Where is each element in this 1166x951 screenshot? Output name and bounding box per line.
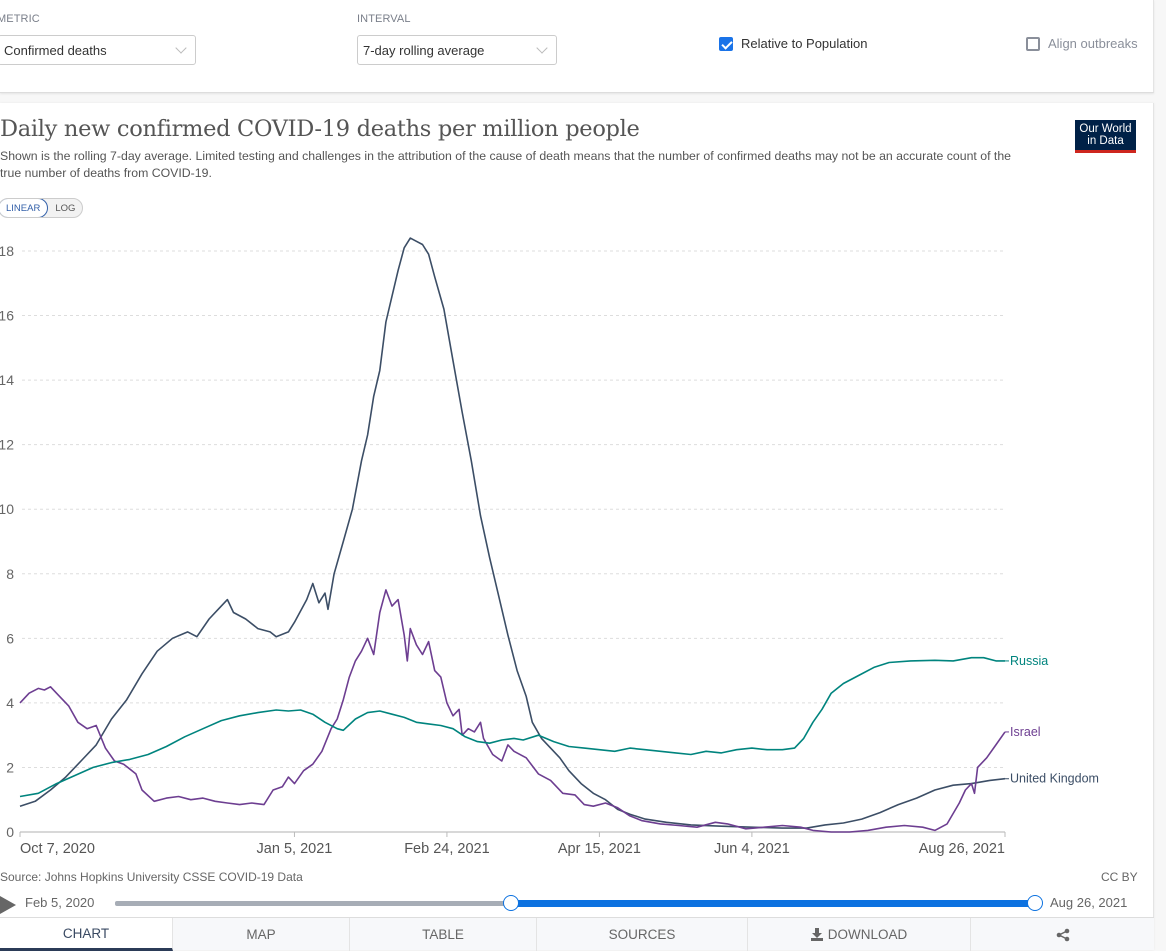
relative-to-population-label: Relative to Population xyxy=(741,36,868,51)
series-line-united-kingdom[interactable] xyxy=(19,237,1006,829)
checkbox-checked-icon[interactable] xyxy=(719,36,733,51)
y-tick-label: 10 xyxy=(0,501,14,517)
tab-sources[interactable]: SOURCES xyxy=(537,918,748,951)
chevron-down-icon xyxy=(536,42,548,54)
series-line-israel[interactable] xyxy=(19,589,1006,833)
chart-subtitle: Shown is the rolling 7-day average. Limi… xyxy=(0,149,1012,180)
scale-log-button[interactable]: LOG xyxy=(55,203,76,214)
checkbox-unchecked-icon[interactable] xyxy=(1026,36,1040,51)
align-outbreaks-label: Align outbreaks xyxy=(1048,36,1138,51)
timeline-start-handle[interactable] xyxy=(503,895,519,911)
view-tabs: CHART MAP TABLE SOURCES DOWNLOAD xyxy=(0,917,1154,951)
align-outbreaks-toggle[interactable]: Align outbreaks xyxy=(1026,36,1138,51)
metric-label: METRIC xyxy=(0,13,40,25)
download-icon xyxy=(810,928,823,941)
y-tick-label: 16 xyxy=(0,308,14,324)
metric-select-value: Confirmed deaths xyxy=(4,43,107,58)
series-label-united-kingdom[interactable]: United Kingdom xyxy=(1010,772,1099,786)
series-label-israel[interactable]: Israel xyxy=(1010,725,1041,739)
line-chart: 0 2 4 6 8 10 12 14 16 18 Oct 7, 2020 Jan 5, 2021 Feb… xyxy=(0,237,1099,857)
source-note: Source: Johns Hopkins University CSSE CO… xyxy=(0,870,303,884)
logo-line-2: in Data xyxy=(1087,135,1124,147)
relative-to-population-toggle[interactable]: Relative to Population xyxy=(719,36,867,51)
axes: 0 2 4 6 8 10 12 14 16 18 Oct 7, 2020 Jan 5, 2021 Feb… xyxy=(0,243,1006,857)
tab-map-label: MAP xyxy=(246,927,276,942)
tab-chart-label: CHART xyxy=(62,925,110,941)
tab-table[interactable]: TABLE xyxy=(350,918,537,951)
x-tick-label: Oct 7, 2020 xyxy=(20,841,95,857)
owid-logo[interactable]: Our World in Data xyxy=(1075,120,1136,153)
license-link[interactable]: CC BY xyxy=(1101,870,1138,884)
y-tick-label: 14 xyxy=(0,372,14,388)
x-tick-label: Jan 5, 2021 xyxy=(257,841,333,857)
tab-sources-label: SOURCES xyxy=(608,927,676,942)
y-tick-label: 2 xyxy=(6,759,14,775)
tab-download-label: DOWNLOAD xyxy=(827,927,908,942)
timeline-end-handle[interactable] xyxy=(1027,895,1043,911)
interval-select[interactable]: 7-day rolling average xyxy=(357,35,557,65)
grid-lines xyxy=(22,250,1005,768)
tab-chart[interactable]: CHART xyxy=(0,918,173,951)
chart-card: Daily new confirmed COVID-19 deaths per … xyxy=(0,103,1154,951)
series-line-russia[interactable] xyxy=(19,656,1005,798)
timeline-end-label: Aug 26, 2021 xyxy=(1050,895,1128,910)
controls-bar: METRIC Confirmed deaths INTERVAL 7-day r… xyxy=(0,0,1154,93)
tab-table-label: TABLE xyxy=(422,927,464,942)
logo-line-1: Our World xyxy=(1079,123,1132,135)
play-icon[interactable] xyxy=(0,896,16,914)
y-tick-label: 6 xyxy=(6,630,14,646)
y-tick-label: 18 xyxy=(0,243,14,259)
tab-share[interactable] xyxy=(971,918,1154,951)
share-icon xyxy=(1056,928,1069,941)
x-tick-label: Apr 15, 2021 xyxy=(558,841,641,857)
scale-linear-button[interactable]: LINEAR xyxy=(0,199,49,217)
series-labels: United Kingdom Israel Russia xyxy=(1005,654,1099,786)
chevron-down-icon xyxy=(175,42,187,54)
scale-toggle[interactable]: LINEAR LOG xyxy=(0,198,84,218)
metric-select[interactable]: Confirmed deaths xyxy=(0,35,196,65)
series-lines xyxy=(19,237,1006,833)
timeline-start-label: Feb 5, 2020 xyxy=(25,895,95,910)
y-tick-label: 4 xyxy=(6,695,14,711)
interval-select-value: 7-day rolling average xyxy=(363,43,485,58)
y-tick-label: 8 xyxy=(6,566,14,582)
series-label-russia[interactable]: Russia xyxy=(1010,654,1048,668)
timeline-selected-range[interactable] xyxy=(511,900,1035,907)
interval-label: INTERVAL xyxy=(357,13,411,25)
tab-download[interactable]: DOWNLOAD xyxy=(748,918,971,951)
chart-title: Daily new confirmed COVID-19 deaths per … xyxy=(0,116,640,142)
x-tick-label: Aug 26, 2021 xyxy=(919,841,1005,857)
y-tick-label: 12 xyxy=(0,437,14,453)
x-tick-label: Feb 24, 2021 xyxy=(404,841,489,857)
tab-map[interactable]: MAP xyxy=(173,918,350,951)
timeline: Feb 5, 2020 Aug 26, 2021 xyxy=(0,893,1154,917)
x-tick-label: Jun 4, 2021 xyxy=(714,841,790,857)
y-tick-label: 0 xyxy=(6,824,14,840)
